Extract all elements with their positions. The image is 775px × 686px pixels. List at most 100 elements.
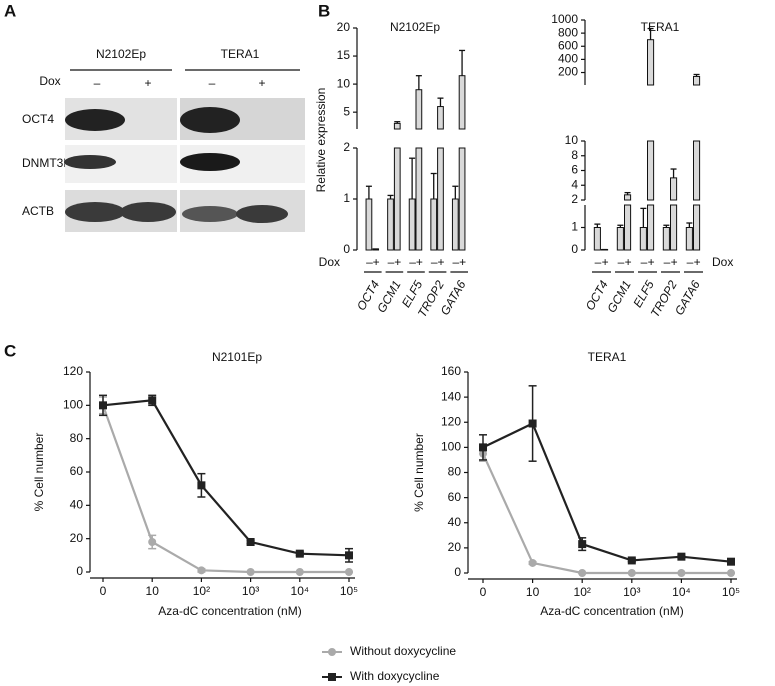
x-tick-label: 10⁵ — [722, 585, 740, 599]
bar — [365, 198, 373, 251]
y-tick-label: 1000 — [551, 12, 578, 26]
dox-sign: – — [664, 255, 671, 269]
chart-title: N2102Ep — [390, 20, 440, 34]
point — [99, 401, 107, 410]
x-tick-label: 0 — [480, 585, 487, 599]
y-tick-label: 5 — [343, 104, 350, 118]
protein-label: ACTB — [22, 204, 54, 218]
bar — [430, 198, 438, 251]
dox-sign: + — [459, 255, 466, 269]
bar — [458, 147, 466, 251]
protein-label: DNMT3B — [22, 156, 71, 170]
y-tick-label: 6 — [571, 163, 578, 177]
bar — [393, 147, 401, 251]
dox-label: Dox — [712, 255, 733, 269]
x-tick-label: 10⁴ — [672, 585, 691, 599]
series-line — [102, 399, 350, 557]
y-tick-label: 800 — [558, 25, 578, 39]
y-tick-label: 2 — [343, 140, 350, 154]
point — [627, 569, 636, 577]
bar — [393, 122, 401, 130]
dox-sign: + — [373, 255, 380, 269]
y-axis-label: % Cell number — [412, 433, 426, 512]
y-tick-label: 140 — [441, 389, 461, 403]
bar — [415, 89, 423, 130]
bar — [693, 75, 701, 86]
y-axis-label: % Cell number — [32, 433, 46, 512]
y-tick-label: 2 — [571, 192, 578, 206]
point — [627, 556, 636, 565]
point — [578, 569, 587, 577]
point — [295, 549, 304, 558]
dox-sign: + — [437, 255, 444, 269]
dox-sign: – — [595, 255, 602, 269]
lane-label: – — [94, 76, 101, 90]
x-tick-label: 0 — [100, 584, 107, 598]
legend-marker — [328, 673, 336, 681]
legend-marker — [328, 648, 336, 656]
dox-sign: + — [625, 255, 632, 269]
y-tick-label: 15 — [337, 48, 351, 62]
point — [677, 552, 686, 561]
y-tick-label: 0 — [454, 565, 461, 579]
bar — [437, 147, 444, 251]
bar — [647, 204, 655, 251]
point — [246, 538, 255, 546]
point — [295, 568, 304, 576]
bar — [458, 75, 466, 130]
blot-image — [64, 98, 305, 232]
dox-sign: + — [671, 255, 678, 269]
x-tick-label: 10⁵ — [340, 584, 358, 598]
series-line — [481, 453, 731, 575]
y-tick-label: 80 — [448, 465, 462, 479]
lane-label: + — [258, 76, 265, 90]
dox-sign: – — [388, 255, 395, 269]
y-tick-label: 600 — [558, 38, 578, 52]
point — [345, 551, 353, 560]
point — [727, 557, 735, 566]
point — [148, 396, 157, 405]
bar — [693, 204, 701, 251]
y-tick-label: 100 — [441, 440, 461, 454]
x-tick-label: 10 — [146, 584, 160, 598]
cell-line: TERA1 — [221, 47, 260, 61]
x-tick-label: 10⁴ — [291, 584, 310, 598]
x-tick-label: 10² — [193, 584, 210, 598]
legend-label: Without doxycycline — [350, 644, 456, 658]
x-tick-label: 10² — [574, 585, 591, 599]
dox-sign: – — [618, 255, 625, 269]
y-tick-label: 0 — [76, 564, 83, 578]
y-tick-label: 120 — [63, 364, 83, 378]
dox-label: Dox — [39, 74, 60, 88]
x-tick-label: 10³ — [623, 585, 640, 599]
y-tick-label: 400 — [558, 52, 578, 66]
bar — [387, 198, 394, 251]
bar — [647, 39, 655, 86]
lane-label: + — [144, 76, 151, 90]
y-tick-label: 60 — [448, 490, 462, 504]
y-tick-label: 60 — [70, 464, 84, 478]
bar — [670, 177, 678, 201]
protein-label: OCT4 — [22, 112, 54, 126]
y-tick-label: 20 — [448, 540, 462, 554]
y-tick-label: 40 — [70, 498, 84, 512]
legend-label: With doxycycline — [350, 669, 440, 683]
bar — [662, 227, 670, 251]
dox-sign: + — [602, 255, 609, 269]
y-tick-label: 200 — [558, 65, 578, 79]
x-tick-label: 10 — [526, 585, 540, 599]
point — [246, 568, 255, 576]
y-tick-label: 4 — [571, 177, 578, 191]
bar — [647, 140, 655, 201]
panel-label: C — [4, 341, 16, 360]
bar — [624, 194, 632, 201]
bar — [616, 227, 624, 251]
x-axis-label: Aza-dC concentration (nM) — [158, 604, 301, 618]
cell-line: N2102Ep — [96, 47, 146, 61]
dox-sign: + — [416, 255, 423, 269]
dox-sign: – — [409, 255, 416, 269]
x-axis-label: Aza-dC concentration (nM) — [540, 604, 683, 618]
dox-sign: – — [641, 255, 648, 269]
point — [677, 569, 686, 577]
